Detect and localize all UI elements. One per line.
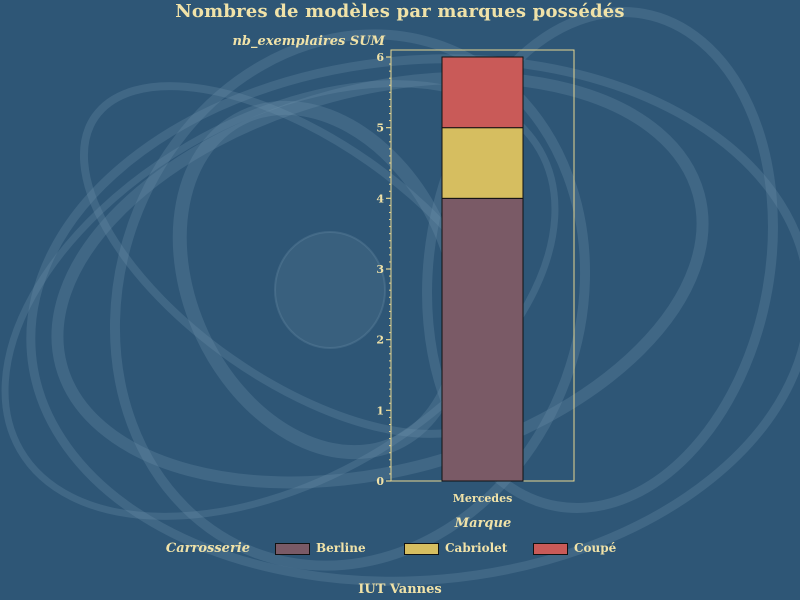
x-tick-label: Mercedes [453,492,513,505]
y-axis-label: nb_exemplaires SUM [232,34,385,49]
y-tick-label: 3 [376,263,384,276]
y-tick-label: 1 [376,404,384,417]
y-tick-label: 0 [376,475,384,488]
legend-label-cabriolet: Cabriolet [445,541,508,555]
x-axis-label: Marque [454,516,512,531]
bar-cabriolet-mercedes [441,127,524,199]
legend-swatch-cabriolet [404,543,439,555]
chart-title: Nombres de modèles par marques possédés [175,1,625,22]
legend-swatch-berline [275,543,310,555]
legend-title: Carrosserie [165,541,250,556]
y-axis: 0 1 2 3 4 5 6 [376,51,391,488]
footer-text: IUT Vannes [358,582,442,597]
y-tick-label: 6 [376,51,384,64]
y-tick-label: 2 [376,334,384,347]
bar-coupe-mercedes [441,56,524,129]
x-axis: Mercedes [453,492,513,505]
y-tick-label: 5 [376,122,384,135]
bars [441,56,524,482]
legend-label-berline: Berline [316,541,366,555]
legend-label-coupe: Coupé [574,541,617,555]
y-tick-label: 4 [376,192,384,205]
bar-berline-mercedes [441,197,524,482]
legend-swatch-coupe [533,543,568,555]
